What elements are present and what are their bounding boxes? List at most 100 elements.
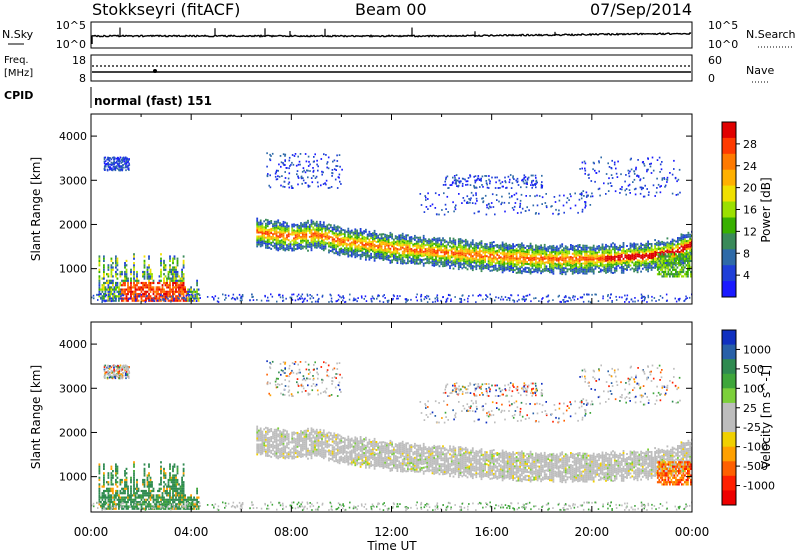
data-cell (589, 260, 592, 263)
data-cell (464, 250, 467, 253)
data-cell (672, 259, 674, 262)
data-cell (466, 195, 469, 198)
data-cell (377, 238, 379, 241)
data-cell (685, 256, 688, 258)
data-cell (405, 301, 407, 304)
data-cell (396, 258, 399, 260)
data-cell (571, 268, 574, 271)
data-cell (610, 243, 613, 246)
data-cell (368, 240, 371, 243)
data-cell (321, 232, 323, 234)
data-cell (183, 297, 185, 300)
data-cell (482, 261, 485, 264)
cpid-text: normal (fast) 151 (94, 94, 212, 108)
data-cell (347, 227, 350, 230)
data-cell (575, 267, 578, 269)
data-cell (599, 246, 602, 249)
data-cell (356, 231, 358, 234)
data-cell (501, 195, 503, 198)
data-cell (408, 252, 411, 255)
data-cell (477, 260, 479, 263)
data-cell (342, 244, 344, 247)
data-cell (258, 243, 260, 246)
data-cell (350, 237, 353, 240)
data-cell (492, 264, 495, 267)
data-cell (185, 297, 187, 300)
data-cell (265, 228, 267, 231)
data-cell (671, 246, 674, 249)
data-cell (643, 264, 646, 267)
data-cell (622, 259, 625, 262)
data-cell (182, 266, 185, 269)
data-cell (549, 269, 551, 272)
data-cell (541, 186, 543, 189)
data-cell (305, 239, 308, 242)
data-cell (322, 245, 325, 248)
data-cell (564, 261, 567, 264)
data-cell (152, 281, 155, 285)
data-cell (372, 297, 374, 300)
data-cell (286, 224, 288, 227)
data-cell (477, 244, 479, 247)
data-cell (414, 254, 416, 257)
data-cell (519, 257, 521, 260)
data-cell (291, 231, 294, 234)
data-cell (489, 243, 492, 246)
data-cell (526, 178, 529, 181)
data-cell (394, 251, 397, 254)
data-cell (298, 244, 301, 247)
data-cell (454, 247, 457, 250)
data-cell (272, 229, 274, 232)
data-cell (126, 158, 128, 161)
data-cell (280, 231, 283, 234)
data-cell (314, 230, 316, 233)
data-cell (487, 246, 490, 249)
data-cell (548, 299, 550, 302)
data-cell (373, 247, 376, 250)
data-cell (525, 186, 528, 189)
data-cell (522, 250, 525, 253)
data-cell (624, 256, 627, 259)
data-cell (365, 246, 367, 249)
data-cell (365, 230, 367, 233)
data-cell (176, 259, 179, 262)
data-cell (103, 299, 105, 302)
data-cell (566, 268, 569, 271)
data-cell (615, 295, 617, 298)
data-cell (675, 275, 677, 278)
data-cell (407, 258, 409, 261)
data-cell (581, 167, 583, 170)
data-cell (278, 163, 280, 166)
data-cell (366, 233, 369, 236)
data-cell (338, 250, 341, 253)
data-cell (148, 264, 150, 267)
data-cell (589, 258, 592, 261)
data-cell (468, 261, 471, 264)
data-cell (503, 259, 506, 262)
data-cell (524, 252, 527, 255)
data-cell (319, 242, 322, 245)
data-cell (133, 262, 135, 265)
data-cell (470, 241, 472, 244)
data-cell (408, 236, 411, 239)
data-cell (480, 266, 483, 269)
data-cell (666, 176, 669, 179)
data-cell (365, 254, 367, 257)
data-cell (582, 268, 585, 271)
data-cell (540, 262, 542, 265)
data-cell (601, 245, 604, 248)
data-cell (421, 245, 423, 248)
data-cell (326, 234, 329, 237)
data-cell (552, 244, 555, 247)
data-cell (459, 266, 462, 268)
data-cell (521, 262, 523, 265)
data-cell (266, 175, 269, 178)
data-cell (133, 275, 135, 278)
data-cell (149, 297, 152, 300)
data-cell (345, 230, 348, 233)
data-cell (372, 242, 374, 245)
data-cell (301, 245, 304, 248)
data-cell (456, 262, 458, 265)
data-cell (508, 181, 511, 184)
data-cell (466, 260, 469, 263)
